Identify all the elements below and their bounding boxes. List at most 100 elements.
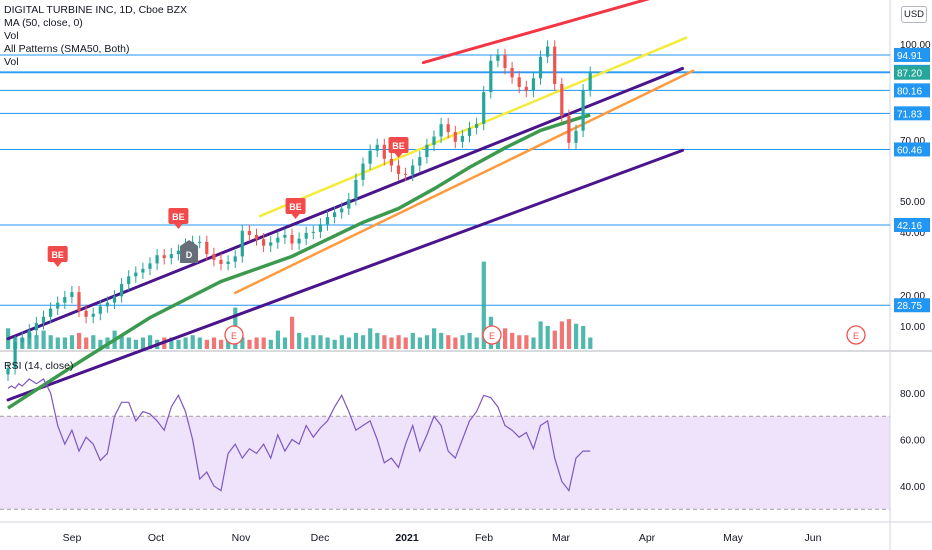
candle-body — [531, 78, 535, 91]
price-level-text: 60.46 — [897, 145, 922, 156]
price-level-badge — [894, 106, 930, 121]
candle-body — [453, 132, 457, 142]
time-tick-label: Sep — [63, 532, 82, 544]
candle-body — [127, 276, 131, 285]
rsi-tick-label: 40.00 — [900, 482, 925, 493]
candle-body — [446, 124, 450, 133]
candle-body — [304, 232, 308, 239]
candle-body — [276, 237, 280, 243]
candle-body — [247, 230, 251, 235]
volume-bar — [176, 339, 181, 349]
dividend-badge — [180, 240, 199, 263]
candle-body — [91, 313, 95, 317]
candle-body — [340, 208, 344, 213]
volume-bar — [439, 332, 444, 349]
volume-indicator-label[interactable]: Vol — [4, 30, 19, 42]
volume-bar — [332, 339, 337, 349]
candle-body — [396, 165, 401, 174]
volume-bar — [311, 335, 316, 349]
price-level-badge — [894, 47, 930, 62]
candle-body — [553, 46, 557, 85]
candle-body — [411, 165, 415, 175]
price-level-text: 42.16 — [897, 221, 922, 232]
volume-bar — [453, 337, 458, 349]
volume-bar — [98, 339, 103, 349]
volume-bar — [290, 316, 295, 349]
candle-body — [318, 224, 322, 232]
volume-bar — [41, 330, 46, 349]
candle-body — [482, 92, 486, 124]
price-level-badge — [894, 142, 930, 157]
volume-bar — [119, 335, 124, 349]
pattern-badge-pointer — [174, 224, 183, 229]
candle-body — [467, 127, 472, 136]
patterns-indicator-label[interactable]: All Patterns (SMA50, Both) — [4, 43, 130, 55]
ma50-line — [7, 113, 591, 410]
earnings-label: E — [853, 331, 859, 341]
volume-bar — [531, 337, 536, 349]
symbol-title[interactable]: DIGITAL TURBINE INC, 1D, Cboe BZX — [4, 4, 188, 16]
volume-bar — [588, 337, 593, 349]
volume-bar — [375, 332, 380, 349]
candle-body — [439, 124, 443, 137]
volume-bar — [410, 332, 415, 349]
volume-bar — [361, 335, 366, 349]
volume-bar — [424, 335, 430, 349]
candle-body — [354, 179, 358, 200]
volume-bar — [77, 332, 82, 349]
pattern-badge — [168, 208, 189, 224]
candle-body — [588, 72, 592, 91]
candle-body — [489, 60, 493, 93]
volume-bar — [545, 326, 550, 349]
candle-body — [538, 56, 543, 79]
volume-bar — [474, 337, 479, 349]
volume-bar — [389, 337, 394, 349]
pattern-badge-pointer — [291, 214, 300, 219]
candle-body — [84, 310, 88, 317]
volume-bar — [432, 328, 437, 349]
volume-bar — [353, 332, 359, 349]
volume-bar — [481, 261, 486, 349]
volume-bar — [524, 335, 529, 349]
time-tick-label: Apr — [639, 532, 656, 544]
pattern-label: BE — [172, 212, 185, 222]
candle-body — [574, 130, 578, 143]
volume-indicator-label-2[interactable]: Vol — [4, 56, 19, 68]
volume-bar — [339, 335, 344, 349]
candle-body — [13, 342, 17, 369]
price-level-badge — [894, 218, 930, 232]
candle-body — [510, 67, 514, 78]
candle-body — [382, 144, 386, 159]
candle-body — [20, 337, 24, 343]
time-tick-label: Dec — [311, 532, 330, 544]
candle-body — [98, 306, 102, 314]
rsi-indicator-label[interactable]: RSI (14, close) — [4, 360, 74, 372]
volume-bar — [183, 337, 188, 349]
rsi-tick-label: 60.00 — [900, 436, 925, 447]
earnings-marker — [846, 325, 866, 345]
price-level-text: 94.91 — [897, 51, 922, 62]
candle-body — [63, 297, 67, 303]
volume-bar — [297, 332, 302, 349]
candle-body — [70, 292, 74, 298]
candle-body — [560, 84, 564, 116]
volume-bar — [460, 335, 465, 349]
volume-bar — [126, 337, 131, 349]
orange-trend-line — [233, 69, 695, 295]
pattern-badge — [285, 198, 306, 214]
candle-body — [112, 296, 117, 303]
candle-body — [56, 302, 60, 309]
volume-bar — [219, 339, 224, 349]
ma-indicator-label[interactable]: MA (50, close, 0) — [4, 17, 83, 29]
candle-body — [290, 234, 294, 244]
candle-body — [155, 255, 159, 264]
candle-body — [475, 123, 479, 128]
volume-bar — [197, 337, 202, 349]
currency-button[interactable]: USD — [901, 6, 927, 23]
candle-body — [105, 302, 109, 307]
volume-bar — [169, 337, 174, 349]
legend-panel: DIGITAL TURBINE INC, 1D, Cboe BZX MA (50… — [4, 4, 187, 69]
price-level-badge — [894, 83, 930, 98]
price-tick-label: 40.00 — [900, 228, 925, 239]
